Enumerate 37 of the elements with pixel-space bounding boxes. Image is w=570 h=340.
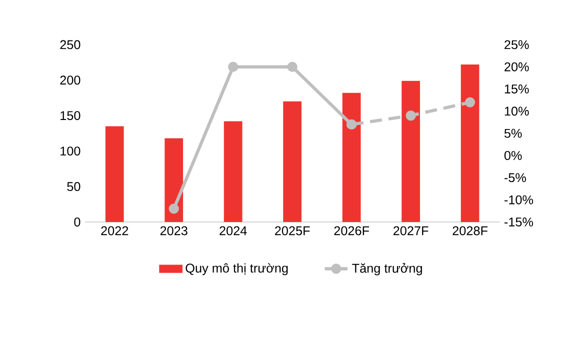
y2-tick-label: 25% [504, 40, 529, 50]
x-tick-label: 2024 [220, 226, 247, 236]
x-tick-label: 2025F [275, 226, 310, 236]
point [346, 119, 357, 130]
y-tick-label: 250 [60, 40, 80, 50]
y-tick-label: 150 [60, 111, 80, 120]
y2-tick-label: 15% [504, 84, 529, 94]
y2-tick-label: 0% [504, 151, 522, 160]
x-tick-label: 2028F [452, 226, 488, 236]
x-tick-label: 2027F [393, 226, 428, 236]
bar [164, 138, 184, 222]
y2-tick-label: 5% [504, 128, 522, 138]
y2-tick-label: -5% [504, 173, 526, 182]
point [406, 110, 416, 121]
y-tick-label: 200 [60, 76, 80, 85]
legend-label: Quy mô thị trường [186, 263, 288, 276]
y2-tick-label: -10% [504, 195, 534, 204]
point [228, 62, 238, 72]
bar [342, 92, 361, 222]
x-tick-label: 2026F [334, 226, 370, 236]
point [287, 62, 298, 72]
y2-tick-label: -15% [504, 218, 534, 226]
point [464, 97, 476, 108]
y-tick-label: 50 [67, 182, 80, 192]
bar [460, 64, 480, 222]
bar [402, 80, 420, 222]
bar [283, 101, 302, 222]
bar [105, 126, 124, 222]
x-tick-label: 2022 [101, 226, 128, 236]
y-tick-label: 100 [60, 146, 80, 156]
legend-label: Tăng trưởng [352, 263, 422, 276]
y2-tick-label: 10% [504, 106, 529, 116]
y-tick-label: 0 [74, 218, 80, 226]
bar [224, 121, 242, 222]
y2-tick-label: 20% [504, 62, 529, 72]
point [168, 204, 179, 214]
x-tick-label: 2023 [160, 226, 188, 236]
